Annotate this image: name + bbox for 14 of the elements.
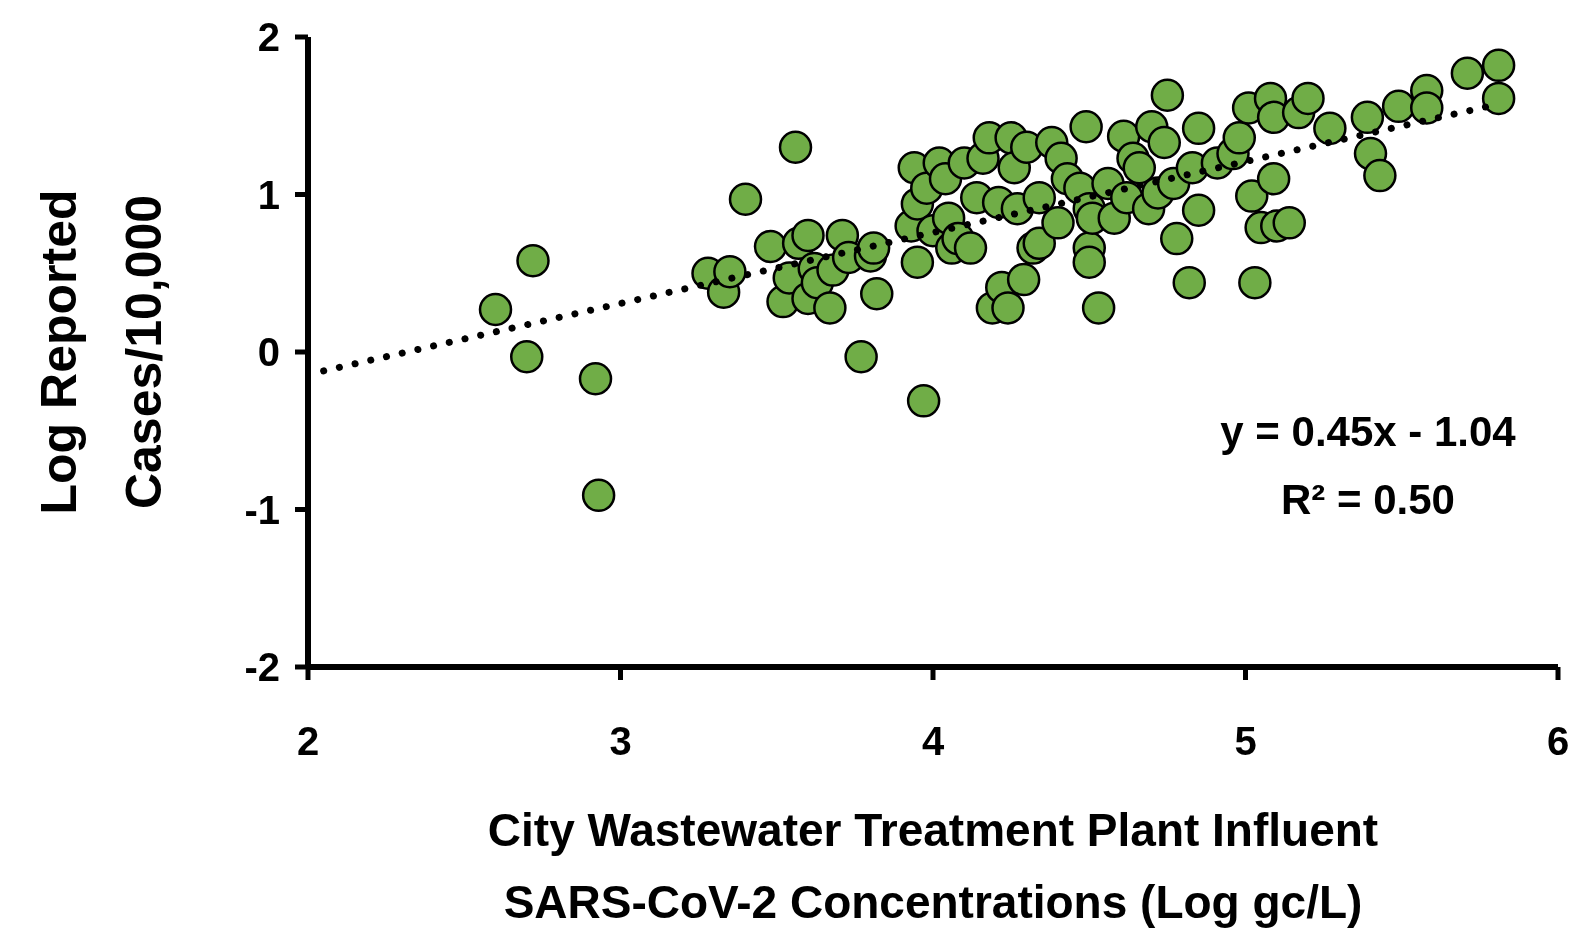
annotation: y = 0.45x - 1.04: [1220, 408, 1517, 455]
annotation: R² = 0.50: [1281, 476, 1455, 523]
y-axis-title: Log Reported Cases/10,000: [31, 189, 172, 515]
x-tick-label: 2: [296, 719, 320, 763]
x-tick-label: 5: [1234, 719, 1257, 763]
x-tick-label: 3: [609, 719, 632, 763]
x-tick-label: 6: [1546, 719, 1570, 763]
y-tick-label: 2: [257, 15, 280, 59]
y-tick-label: 0: [257, 330, 280, 374]
x-axis-title: City Wastewater Treatment Plant Influent SARS-CoV-2 Concentrations (Log gc/L): [487, 804, 1379, 928]
y-tick-label: -2: [244, 645, 280, 689]
x-tick-label: 4: [921, 719, 945, 763]
y-tick-label: -1: [244, 487, 280, 532]
y-tick-label: 1: [257, 172, 280, 217]
